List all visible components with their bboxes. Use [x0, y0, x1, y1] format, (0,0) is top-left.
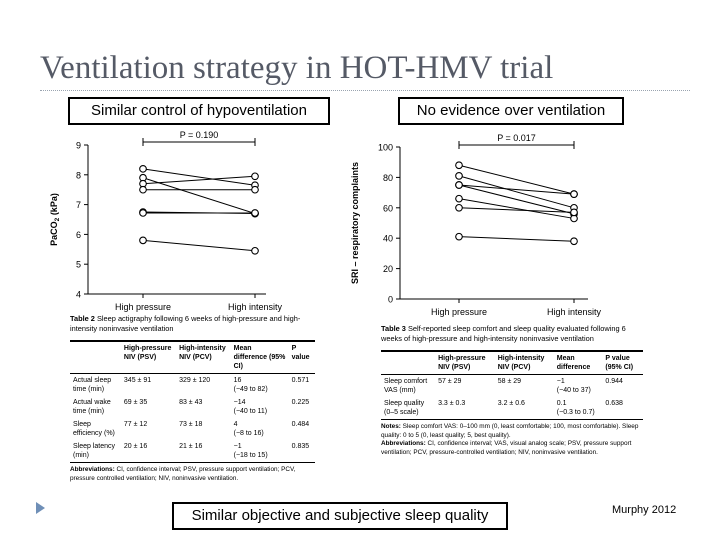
- paco2-chart: 4 5 6 7 8 9 High pressure High intensity PaCO2 (…: [49, 130, 283, 312]
- table3-grid: High-pressure NIV (PSV) High-intensity N…: [381, 350, 643, 420]
- table-row: Sleep comfort VAS (mm) 57 ± 29 58 ± 29 −…: [384, 378, 623, 394]
- table-row: Sleep latency (min) 20 ± 16 21 ± 16 −1 (−…: [70, 440, 315, 463]
- paco2-y-tick-label: 4: [76, 290, 81, 300]
- table2-header: High-pressure NIV (PSV): [123, 345, 172, 361]
- sri-point: [455, 161, 463, 170]
- table2-header: [70, 341, 121, 374]
- paco2-point: [251, 209, 259, 217]
- sri-y-tick-label: 60: [383, 203, 393, 213]
- table3-caption: Table 3 Self-reported sleep comfort and …: [381, 324, 626, 343]
- paco2-y-tick-label: 9: [76, 141, 81, 151]
- paco2-p-value: P = 0.190: [180, 130, 219, 140]
- table-row: Sleep quality (0–5 scale) 3.3 ± 0.3 3.2 …: [381, 397, 643, 420]
- sri-y-tick-label: 20: [383, 264, 393, 274]
- sri-point: [570, 190, 578, 198]
- sri-y-tick-label: 100: [378, 143, 393, 153]
- paco2-series-line: [142, 168, 256, 186]
- sri-y-tick-label: 40: [383, 234, 393, 244]
- sri-chart: 0 20 40 60 80 100 High pressure High intensity S…: [350, 133, 602, 317]
- title-divider: [40, 90, 690, 91]
- sri-series-line: [458, 184, 575, 215]
- table-row: Actual sleep time (min) 345 ± 91 329 ± 1…: [73, 377, 310, 393]
- sri-point: [455, 181, 463, 189]
- sri-point: [455, 172, 463, 180]
- table3-header: [381, 351, 435, 375]
- sri-point: [455, 194, 463, 203]
- sri-x-tick-label: High pressure: [431, 307, 487, 317]
- sri-series-line: [458, 236, 575, 242]
- paco2-y-axis-label: PaCO2 (kPa): [49, 193, 61, 246]
- overventilation-callout: No evidence over ventilation: [398, 97, 624, 125]
- bullet-triangle-icon: [36, 502, 45, 514]
- table2-grid: High-pressure NIV (PSV) High-intensity N…: [70, 340, 315, 463]
- paco2-y-tick-label: 6: [76, 230, 81, 240]
- hypoventilation-callout: Similar control of hypoventilation: [68, 97, 330, 125]
- sri-series-line: [458, 175, 575, 209]
- paco2-point: [139, 209, 147, 217]
- paco2-x-tick-label: High intensity: [228, 302, 283, 312]
- paco2-point: [139, 236, 147, 245]
- table2-header: P value: [291, 345, 310, 361]
- paco2-y-tick-label: 5: [76, 260, 81, 270]
- paco2-point: [251, 246, 259, 255]
- paco2-series-line: [142, 175, 256, 185]
- sri-point: [570, 237, 578, 246]
- slide-title: Ventilation strategy in HOT-HMV trial: [40, 50, 554, 86]
- table2-header: Mean difference (95% CI): [233, 345, 286, 370]
- table2-header: High-intensity NIV (PCV): [179, 345, 226, 361]
- sri-point: [570, 208, 578, 217]
- sri-series-line: [458, 198, 575, 219]
- table-row: Actual wake time (min) 69 ± 35 83 ± 43 −…: [73, 399, 310, 415]
- paco2-y-tick-label: 8: [76, 170, 81, 180]
- sri-point: [455, 232, 463, 241]
- table3-header: High-intensity NIV (PCV): [497, 355, 545, 371]
- sri-series-line: [458, 207, 575, 213]
- paco2-point: [139, 164, 147, 173]
- table3-header: Mean difference: [556, 355, 591, 371]
- table3-header: High-pressure NIV (PSV): [438, 355, 486, 371]
- sri-y-tick-label: 0: [388, 295, 393, 305]
- table3-notes: Notes: Sleep comfort VAS: 0–100 mm (0, l…: [381, 423, 639, 456]
- table2-caption: Table 2 Sleep actigraphy following 6 wee…: [70, 314, 301, 333]
- table2-actigraphy: Table 2 Sleep actigraphy following 6 wee…: [70, 314, 315, 483]
- citation: Murphy 2012: [612, 504, 677, 516]
- sri-y-tick-label: 80: [383, 173, 393, 183]
- sri-series-line: [458, 184, 575, 195]
- paco2-series-line: [142, 177, 256, 215]
- table3-header: P value (95% CI): [605, 355, 634, 371]
- table3-sleep-comfort: Table 3 Self-reported sleep comfort and …: [381, 324, 643, 457]
- sri-y-axis-label: SRI – respiratory complaints: [350, 162, 360, 284]
- table-row: Sleep efficiency (%) 77 ± 12 73 ± 18 4 (−…: [73, 421, 310, 437]
- paco2-x-tick-label: High pressure: [115, 302, 171, 312]
- paco2-series-line: [142, 239, 256, 252]
- paco2-y-tick-label: 7: [76, 200, 81, 210]
- sri-p-value: P = 0.017: [497, 133, 536, 143]
- sri-point: [455, 203, 463, 212]
- paco2-point: [139, 185, 147, 194]
- sri-x-tick-label: High intensity: [547, 307, 602, 317]
- table2-abbreviations: Abbreviations: CI, confidence interval; …: [70, 466, 296, 482]
- paco2-point: [251, 185, 259, 194]
- paco2-point: [251, 172, 259, 181]
- sri-series-line: [458, 164, 575, 195]
- sleep-quality-callout: Similar objective and subjective sleep q…: [172, 502, 508, 530]
